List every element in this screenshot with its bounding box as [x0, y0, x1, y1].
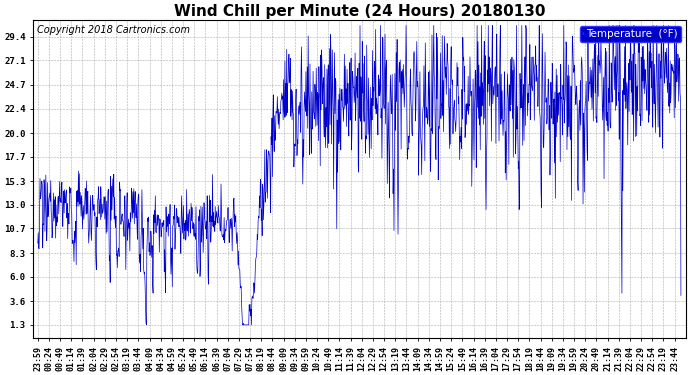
- Text: Copyright 2018 Cartronics.com: Copyright 2018 Cartronics.com: [37, 25, 190, 35]
- Title: Wind Chill per Minute (24 Hours) 20180130: Wind Chill per Minute (24 Hours) 2018013…: [174, 4, 545, 19]
- Legend: Temperature  (°F): Temperature (°F): [580, 26, 680, 42]
